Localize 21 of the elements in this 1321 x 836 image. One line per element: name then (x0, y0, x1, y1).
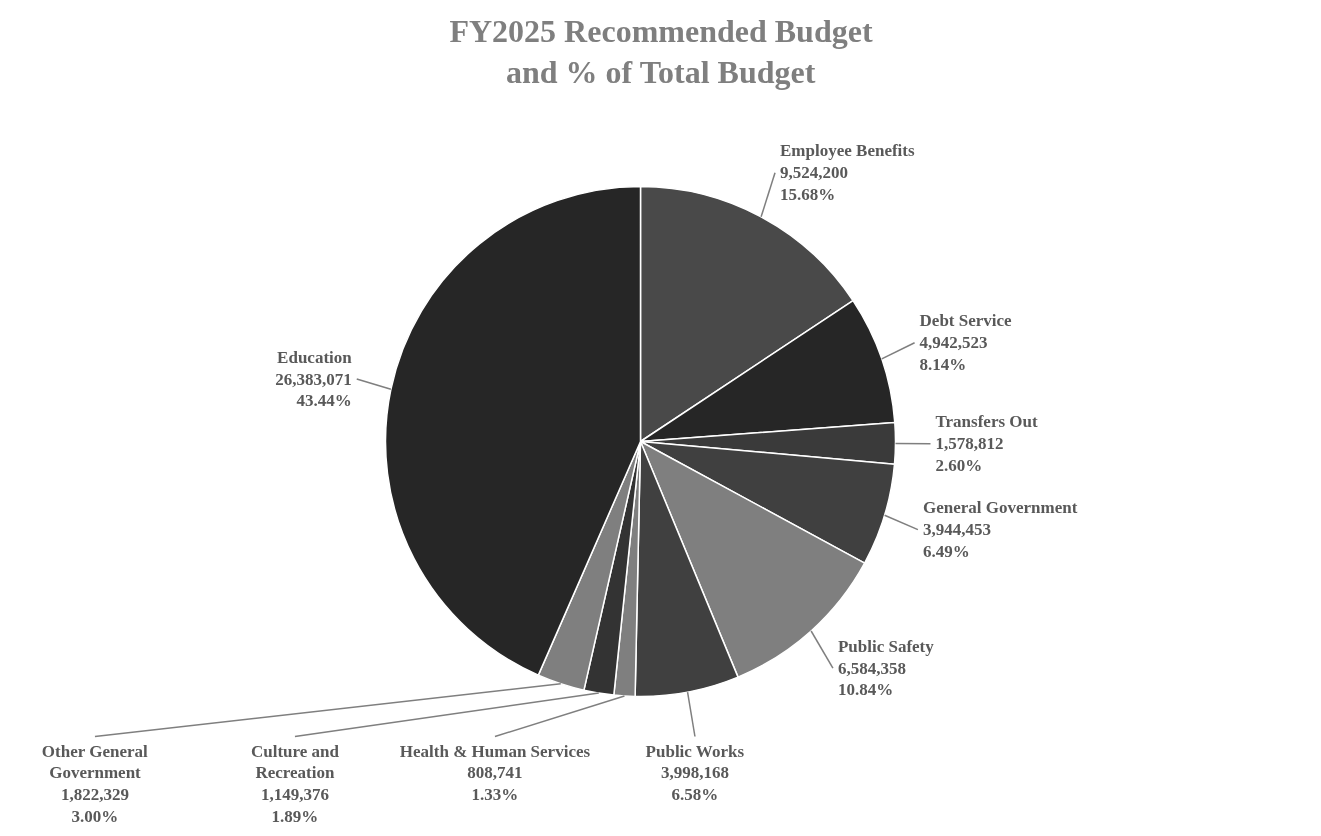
slice-label: Health & Human Services (399, 741, 591, 761)
slice-label: General Government (922, 498, 1078, 518)
slice-label: Culture and Recreation (250, 741, 340, 783)
data-label: 3,944,453 6.49% (922, 520, 991, 561)
slice-label: Debt Service (919, 311, 1013, 331)
slice-label: Other General Government (41, 741, 149, 783)
slice-label: Transfers Out (935, 412, 1038, 432)
slice-label: Employee Benefits (780, 141, 915, 161)
slice-label: Education (277, 347, 353, 367)
data-label: 3,998,168 6.58% (660, 763, 729, 805)
data-label: 1,578,812 2.60% (935, 434, 1004, 476)
data-label: 6,584,358 10.84% (837, 658, 906, 700)
data-label: 4,942,523 8.14% (919, 333, 988, 375)
data-label: 1,149,376 1.89% (260, 785, 329, 827)
chart-title: FY2025 Recommended Budget and % of Total Budget (449, 12, 873, 90)
slice-label: Public Safety (837, 636, 935, 656)
data-label: 808,741 1.33% (467, 763, 523, 805)
data-label: 26,383,071 43.44% (275, 369, 352, 411)
data-label: 1,822,329 3.00% (60, 785, 129, 827)
data-label: 9,524,200 15.68% (780, 163, 849, 205)
slice-label: Public Works (645, 741, 745, 761)
